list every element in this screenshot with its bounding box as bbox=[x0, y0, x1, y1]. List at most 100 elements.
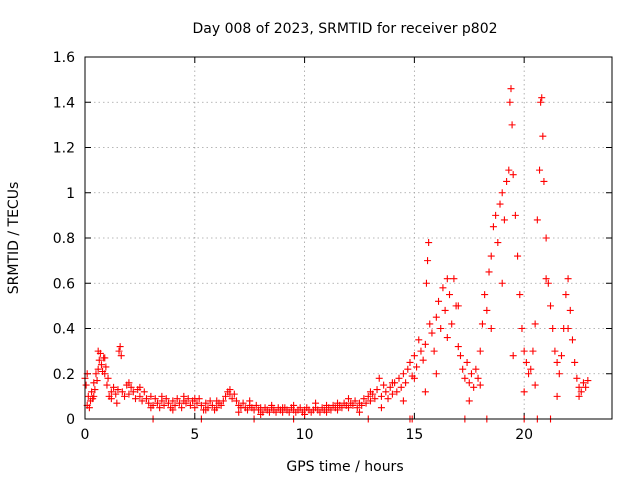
data-point bbox=[577, 388, 585, 396]
data-point bbox=[117, 352, 125, 360]
x-tick-label: 15 bbox=[405, 427, 423, 443]
plot-frame bbox=[84, 56, 613, 420]
data-point bbox=[417, 347, 425, 355]
data-point bbox=[399, 397, 407, 405]
data-point bbox=[426, 320, 434, 328]
chart-title: Day 008 of 2023, SRMTID for receiver p80… bbox=[192, 21, 497, 37]
data-point bbox=[206, 397, 214, 405]
y-tick-label: 1.6 bbox=[53, 50, 75, 66]
data-point bbox=[345, 404, 352, 412]
data-point bbox=[474, 374, 482, 382]
data-point bbox=[395, 374, 403, 382]
data-point bbox=[265, 408, 273, 416]
grid bbox=[85, 57, 612, 419]
data-point bbox=[568, 336, 576, 344]
data-point bbox=[446, 291, 454, 299]
data-point bbox=[531, 320, 539, 328]
data-point bbox=[525, 370, 533, 378]
data-point bbox=[125, 390, 133, 398]
x-tick-label: 0 bbox=[81, 427, 90, 443]
y-tick-label: 0 bbox=[66, 412, 75, 428]
data-point bbox=[136, 383, 144, 391]
data-point bbox=[425, 239, 433, 247]
data-point bbox=[345, 395, 352, 403]
data-point bbox=[522, 358, 530, 366]
data-point bbox=[551, 347, 559, 355]
axis-ticks: 0 0.2 0.4 0.6 0.8 1 1.2 1.4 1.6 0 5 10 15 20 bbox=[53, 50, 612, 443]
data-point bbox=[290, 401, 298, 409]
data-point bbox=[226, 386, 234, 394]
data-point bbox=[380, 381, 388, 389]
data-series-srmtid bbox=[81, 85, 592, 423]
data-point bbox=[432, 370, 440, 378]
data-point bbox=[494, 239, 502, 247]
data-point bbox=[153, 399, 161, 407]
data-point bbox=[358, 401, 366, 409]
data-point bbox=[485, 268, 493, 276]
data-point bbox=[186, 401, 194, 409]
data-point bbox=[364, 392, 372, 400]
data-point bbox=[536, 166, 544, 174]
data-point bbox=[373, 386, 381, 394]
data-point bbox=[410, 374, 418, 382]
data-point bbox=[164, 399, 172, 407]
data-point bbox=[384, 395, 392, 403]
data-point bbox=[334, 406, 342, 414]
data-point bbox=[151, 395, 159, 403]
data-point bbox=[487, 252, 495, 260]
data-point bbox=[564, 275, 572, 283]
data-point bbox=[103, 381, 111, 389]
data-point bbox=[388, 390, 396, 398]
data-point bbox=[505, 166, 513, 174]
data-point bbox=[173, 395, 181, 403]
data-point bbox=[95, 356, 103, 364]
data-point bbox=[557, 352, 565, 360]
data-point bbox=[421, 340, 429, 348]
data-point bbox=[397, 383, 405, 391]
data-point bbox=[571, 358, 579, 366]
data-point bbox=[91, 386, 99, 394]
data-point bbox=[553, 392, 561, 400]
data-point bbox=[94, 347, 102, 355]
data-point bbox=[399, 370, 407, 378]
data-point bbox=[351, 397, 359, 405]
data-point bbox=[514, 252, 522, 260]
data-point bbox=[252, 401, 260, 409]
data-point bbox=[476, 381, 484, 389]
data-point bbox=[472, 365, 480, 373]
data-point bbox=[362, 399, 370, 407]
data-point bbox=[547, 302, 555, 310]
data-point bbox=[334, 399, 342, 407]
data-point bbox=[219, 397, 227, 405]
data-point bbox=[553, 358, 561, 366]
data-point bbox=[465, 397, 473, 405]
data-point bbox=[162, 395, 170, 403]
data-point bbox=[94, 365, 102, 373]
data-point bbox=[487, 325, 495, 332]
data-point bbox=[116, 343, 124, 351]
data-point bbox=[228, 395, 236, 403]
data-point bbox=[375, 374, 383, 382]
data-point bbox=[435, 297, 443, 305]
y-tick-label: 0.6 bbox=[53, 276, 75, 292]
data-point bbox=[110, 383, 118, 391]
data-point bbox=[360, 395, 368, 403]
data-point bbox=[492, 211, 500, 219]
data-point bbox=[584, 377, 592, 385]
data-point bbox=[136, 392, 144, 400]
data-point bbox=[549, 325, 557, 332]
data-point bbox=[279, 404, 287, 412]
data-point bbox=[496, 200, 504, 208]
data-point bbox=[448, 320, 456, 328]
data-point bbox=[147, 392, 155, 400]
data-point bbox=[518, 325, 526, 332]
data-point bbox=[115, 347, 123, 355]
data-point bbox=[323, 401, 331, 409]
data-point bbox=[171, 401, 179, 409]
data-point bbox=[323, 408, 331, 416]
data-point bbox=[202, 399, 210, 407]
data-point bbox=[393, 388, 401, 396]
y-axis-label: SRMTID / TECUs bbox=[6, 182, 22, 295]
